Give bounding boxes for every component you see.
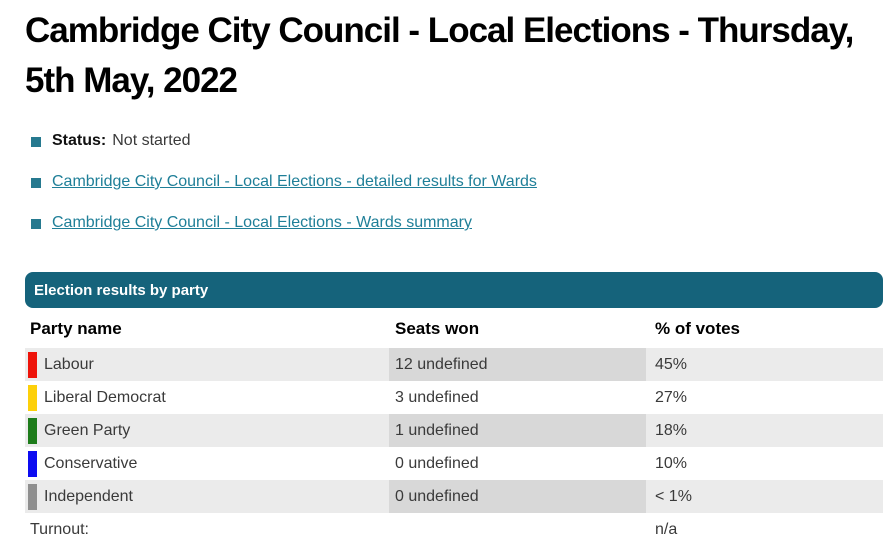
turnout-value-cell: n/a bbox=[655, 520, 678, 538]
party-name: Green Party bbox=[44, 421, 131, 439]
seats-won-cell: 3 undefined bbox=[395, 388, 479, 406]
table-header-row: Party name Seats won % of votes bbox=[25, 308, 883, 348]
seats-won-cell: 1 undefined bbox=[389, 414, 646, 447]
column-header-party: Party name bbox=[30, 319, 122, 338]
election-results-section: Election results by party Party name Sea… bbox=[25, 272, 883, 546]
party-color-swatch bbox=[28, 384, 37, 411]
table-row-turnout: Turnout: n/a bbox=[25, 513, 883, 546]
party-color-swatch bbox=[28, 351, 37, 378]
party-name: Conservative bbox=[44, 454, 138, 472]
party-name: Independent bbox=[44, 487, 133, 505]
column-header-seats: Seats won bbox=[395, 319, 480, 338]
table-row-liberal-democrat: Liberal Democrat 3 undefined 27% bbox=[25, 381, 883, 414]
votes-percent-cell: < 1% bbox=[646, 480, 883, 513]
page-title: Cambridge City Council - Local Elections… bbox=[25, 11, 854, 100]
table-caption: Election results by party bbox=[25, 272, 883, 308]
seats-won-cell: 0 undefined bbox=[389, 480, 646, 513]
list-item-wards-summary-link: Cambridge City Council - Local Elections… bbox=[31, 214, 887, 232]
square-bullet-icon bbox=[31, 136, 41, 147]
turnout-seats-cell bbox=[389, 513, 646, 546]
votes-percent-cell: 18% bbox=[646, 414, 883, 447]
party-color-swatch bbox=[28, 417, 37, 444]
party-name: Liberal Democrat bbox=[44, 388, 166, 406]
table-row-independent: Independent 0 undefined < 1% bbox=[25, 480, 883, 513]
party-color-swatch bbox=[28, 450, 37, 477]
votes-percent-cell: 45% bbox=[646, 348, 883, 381]
info-list: Status: Not started Cambridge City Counc… bbox=[25, 132, 887, 232]
votes-percent-cell: 27% bbox=[655, 388, 688, 406]
status-label: Status: bbox=[52, 132, 107, 149]
list-item-detailed-results-link: Cambridge City Council - Local Elections… bbox=[31, 173, 887, 191]
status-value: Not started bbox=[112, 132, 191, 149]
table-row-labour: Labour 12 undefined 45% bbox=[25, 348, 883, 381]
wards-summary-link[interactable]: Cambridge City Council - Local Elections… bbox=[52, 214, 472, 231]
turnout-label: Turnout: bbox=[30, 520, 89, 538]
detailed-results-link[interactable]: Cambridge City Council - Local Elections… bbox=[52, 173, 537, 190]
seats-won-cell: 12 undefined bbox=[389, 348, 646, 381]
square-bullet-icon bbox=[31, 218, 41, 229]
page: Cambridge City Council - Local Elections… bbox=[0, 6, 887, 546]
square-bullet-icon bbox=[31, 177, 41, 188]
votes-percent-cell: 10% bbox=[655, 454, 688, 472]
table-row-conservative: Conservative 0 undefined 10% bbox=[25, 447, 883, 480]
seats-won-cell: 0 undefined bbox=[395, 454, 479, 472]
party-name: Labour bbox=[44, 355, 94, 373]
column-header-votes: % of votes bbox=[655, 319, 741, 338]
status-item: Status: Not started bbox=[31, 132, 887, 150]
table-row-green-party: Green Party 1 undefined 18% bbox=[25, 414, 883, 447]
election-results-table: Party name Seats won % of votes Labour 1… bbox=[25, 308, 883, 546]
party-color-swatch bbox=[28, 483, 37, 510]
